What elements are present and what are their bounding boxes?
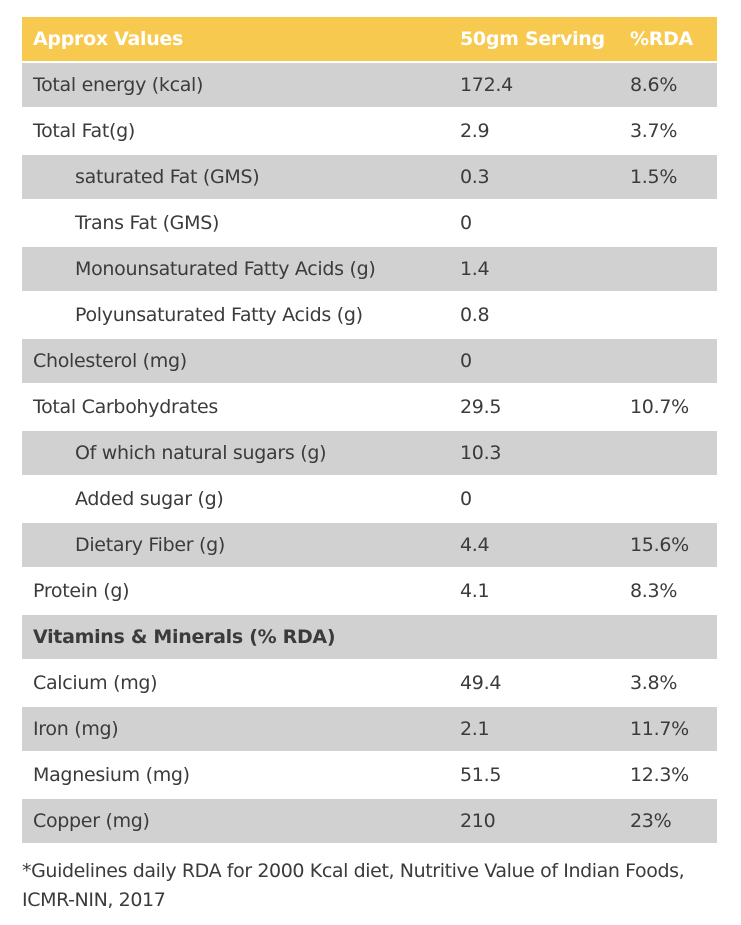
row-label: Total energy (kcal) — [33, 74, 204, 96]
row-label: Polyunsaturated Fatty Acids (g) — [75, 304, 363, 326]
row-serving-value: 4.1 — [460, 580, 490, 602]
table-row: Trans Fat (GMS) 0 — [22, 201, 717, 245]
column-header-serving: 50gm Serving — [460, 28, 605, 50]
row-label: Total Fat(g) — [33, 120, 135, 142]
row-serving-value: 1.4 — [460, 258, 490, 280]
table-row: saturated Fat (GMS) 0.3 1.5% — [22, 155, 717, 199]
row-label: Calcium (mg) — [33, 672, 158, 694]
row-serving-value: 0.8 — [460, 304, 490, 326]
row-label: Of which natural sugars (g) — [75, 442, 327, 464]
row-serving-value: 0 — [460, 212, 472, 234]
row-label: saturated Fat (GMS) — [75, 166, 260, 188]
table-row: Cholesterol (mg) 0 — [22, 339, 717, 383]
row-serving-value: 2.9 — [460, 120, 490, 142]
row-label: Vitamins & Minerals (% RDA) — [33, 626, 336, 648]
table-row: Polyunsaturated Fatty Acids (g) 0.8 — [22, 293, 717, 337]
row-serving-value: 2.1 — [460, 718, 490, 740]
row-serving-value: 10.3 — [460, 442, 502, 464]
row-serving-value: 0 — [460, 488, 472, 510]
row-label: Cholesterol (mg) — [33, 350, 187, 372]
row-serving-value: 0.3 — [460, 166, 490, 188]
row-serving-value: 29.5 — [460, 396, 502, 418]
row-rda-value: 1.5% — [630, 166, 678, 188]
table-row: Total energy (kcal) 172.4 8.6% — [22, 63, 717, 107]
column-header-rda: %RDA — [630, 28, 693, 50]
row-serving-value: 172.4 — [460, 74, 513, 96]
table-row: Calcium (mg) 49.4 3.8% — [22, 661, 717, 705]
table-row: Dietary Fiber (g) 4.4 15.6% — [22, 523, 717, 567]
row-label: Trans Fat (GMS) — [75, 212, 220, 234]
row-serving-value: 51.5 — [460, 764, 502, 786]
table-row: Magnesium (mg) 51.5 12.3% — [22, 753, 717, 797]
table-row: Added sugar (g) 0 — [22, 477, 717, 521]
table-row: Monounsaturated Fatty Acids (g) 1.4 — [22, 247, 717, 291]
row-rda-value: 8.6% — [630, 74, 678, 96]
row-label: Protein (g) — [33, 580, 130, 602]
table-row: Total Fat(g) 2.9 3.7% — [22, 109, 717, 153]
table-row: Protein (g) 4.1 8.3% — [22, 569, 717, 613]
row-rda-value: 12.3% — [630, 764, 689, 786]
row-rda-value: 15.6% — [630, 534, 689, 556]
column-header-approx-values: Approx Values — [33, 28, 184, 50]
row-label: Monounsaturated Fatty Acids (g) — [75, 258, 376, 280]
row-label: Copper (mg) — [33, 810, 150, 832]
table-row: Of which natural sugars (g) 10.3 — [22, 431, 717, 475]
table-body: Total energy (kcal) 172.4 8.6% Total Fat(g)… — [22, 63, 717, 843]
table-header-row: Approx Values 50gm Serving %RDA — [22, 17, 717, 61]
row-label: Total Carbohydrates — [33, 396, 218, 418]
row-rda-value: 8.3% — [630, 580, 678, 602]
row-label: Dietary Fiber (g) — [75, 534, 225, 556]
row-label: Magnesium (mg) — [33, 764, 190, 786]
section-header-row: Vitamins & Minerals (% RDA) — [22, 615, 717, 659]
row-rda-value: 3.8% — [630, 672, 678, 694]
row-label: Added sugar (g) — [75, 488, 224, 510]
footnote: *Guidelines daily RDA for 2000 Kcal diet… — [22, 860, 685, 912]
table-row: Total Carbohydrates 29.5 10.7% — [22, 385, 717, 429]
row-serving-value: 210 — [460, 810, 496, 832]
row-serving-value: 4.4 — [460, 534, 490, 556]
row-serving-value: 0 — [460, 350, 472, 372]
row-rda-value: 11.7% — [630, 718, 689, 740]
row-rda-value: 23% — [630, 810, 672, 832]
row-serving-value: 49.4 — [460, 672, 502, 694]
row-rda-value: 3.7% — [630, 120, 678, 142]
table-row: Copper (mg) 210 23% — [22, 799, 717, 843]
row-rda-value: 10.7% — [630, 396, 689, 418]
nutrition-table: Approx Values 50gm Serving %RDA Total en… — [22, 17, 717, 843]
table-row: Iron (mg) 2.1 11.7% — [22, 707, 717, 751]
row-label: Iron (mg) — [33, 718, 119, 740]
